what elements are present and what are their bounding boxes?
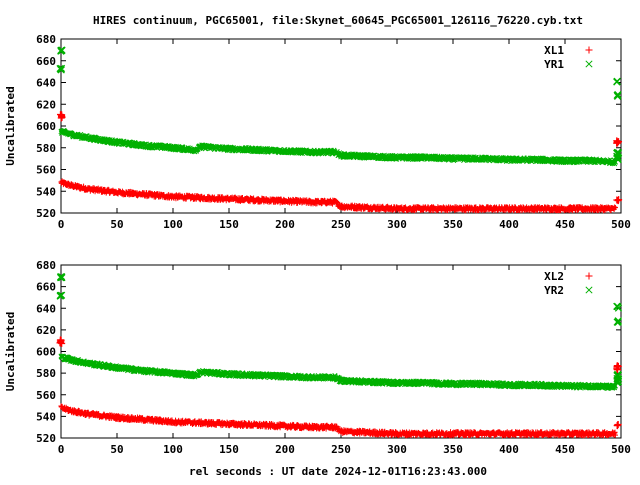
spike-point [613,77,621,86]
y-axis-label: Uncalibrated [4,312,17,391]
y-tick-label: 540 [36,185,56,198]
x-tick-label: 0 [58,443,65,456]
x-tick-label: 200 [275,218,295,231]
spike-point [56,291,66,300]
spike-point [613,365,622,374]
spike-point [613,148,623,158]
y-tick-label: 520 [36,432,56,445]
x-tick-label: 450 [555,218,575,231]
spike-point [613,377,623,387]
legend-label-YR2: YR2 [544,284,564,297]
spike-point [613,421,622,430]
y-axis-label: Uncalibrated [4,86,17,165]
series-YR2 [56,273,623,392]
spike-point [613,370,623,380]
legend-marker-XL1 [585,46,593,54]
x-tick-label: 250 [331,443,351,456]
spike-point [613,302,623,312]
series-points-XL2 [58,403,618,439]
y-tick-label: 600 [36,120,56,133]
x-tick-label: 450 [555,443,575,456]
x-tick-label: 200 [275,443,295,456]
x-tick-label: 100 [163,218,183,231]
legend-marker-XL2 [585,272,593,280]
series-points-YR1 [58,127,618,167]
chart-title: HIRES continuum, PGC65001, file:Skynet_6… [93,14,583,27]
x-axis-label: rel seconds : UT date 2024-12-01T16:23:4… [189,465,487,478]
x-tick-label: 300 [387,443,407,456]
y-tick-label: 660 [36,281,56,294]
x-tick-label: 500 [611,218,631,231]
x-tick-label: 350 [443,218,463,231]
spike-point [57,46,66,55]
spike-point [613,139,622,147]
x-tick-label: 400 [499,443,519,456]
x-tick-label: 400 [499,218,519,231]
chart-panel-1: 0 50 100 150 200 250 300 350 400 450 500 520 540 560 5… [4,33,631,231]
y-tick-label: 560 [36,164,56,177]
legend-marker-YR1 [585,60,593,68]
y-tick-label: 660 [36,55,56,68]
spike-point [56,64,66,74]
legend-label-XL1: XL1 [544,44,564,57]
spike-point [56,338,66,347]
chart-panel-2: 0 50 100 150 200 250 300 350 400 450 500 520 540 560 5… [4,259,631,456]
y-tick-label: 620 [36,324,56,337]
series-YR1 [56,46,623,167]
x-tick-label: 150 [219,443,239,456]
y-tick-label: 640 [36,77,56,90]
plot-frame [60,264,622,439]
x-tick-label: 50 [110,218,123,231]
y-tick-label: 520 [36,207,56,220]
y-tick-label: 560 [36,389,56,402]
x-tick-label: 50 [110,443,123,456]
y-tick-label: 620 [36,98,56,111]
legend-marker-YR2 [585,286,593,294]
plot-frame [60,38,622,214]
spike-point [56,273,66,282]
series-XL1 [56,111,623,214]
series-points-XL1 [58,178,618,214]
y-tick-label: 540 [36,410,56,423]
y-tick-label: 580 [36,142,56,155]
series-points-YR2 [58,353,618,392]
x-tick-label: 150 [219,218,239,231]
x-tick-label: 300 [387,218,407,231]
series-XL2 [56,336,622,439]
x-tick-label: 350 [443,443,463,456]
x-tick-label: 250 [331,218,351,231]
x-tick-label: 0 [58,218,65,231]
legend-label-XL2: XL2 [544,270,564,283]
y-tick-label: 680 [36,259,56,272]
spike-point [57,112,66,122]
y-tick-label: 680 [36,33,56,46]
x-tick-label: 500 [611,443,631,456]
spike-point [613,90,622,100]
spike-point [613,154,622,164]
spike-point [613,317,622,326]
legend-label-YR1: YR1 [544,58,564,71]
x-tick-label: 100 [163,443,183,456]
y-tick-label: 600 [36,346,56,359]
spike-point [613,196,623,205]
y-tick-label: 580 [36,367,56,380]
y-tick-label: 640 [36,302,56,315]
